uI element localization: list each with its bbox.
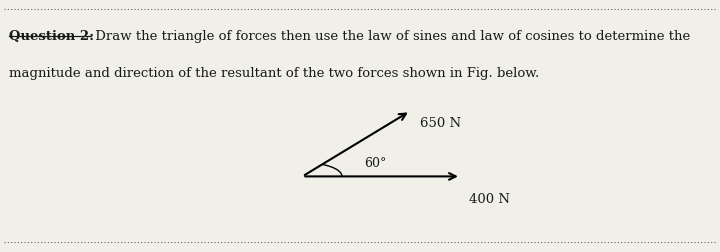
Text: Draw the triangle of forces then use the law of sines and law of cosines to dete: Draw the triangle of forces then use the… xyxy=(91,30,690,43)
Text: magnitude and direction of the resultant of the two forces shown in Fig. below.: magnitude and direction of the resultant… xyxy=(9,67,539,80)
Text: Question 2:: Question 2: xyxy=(9,30,94,43)
Text: 650 N: 650 N xyxy=(420,117,461,130)
Text: 400 N: 400 N xyxy=(469,193,510,206)
Text: 60°: 60° xyxy=(364,157,387,170)
